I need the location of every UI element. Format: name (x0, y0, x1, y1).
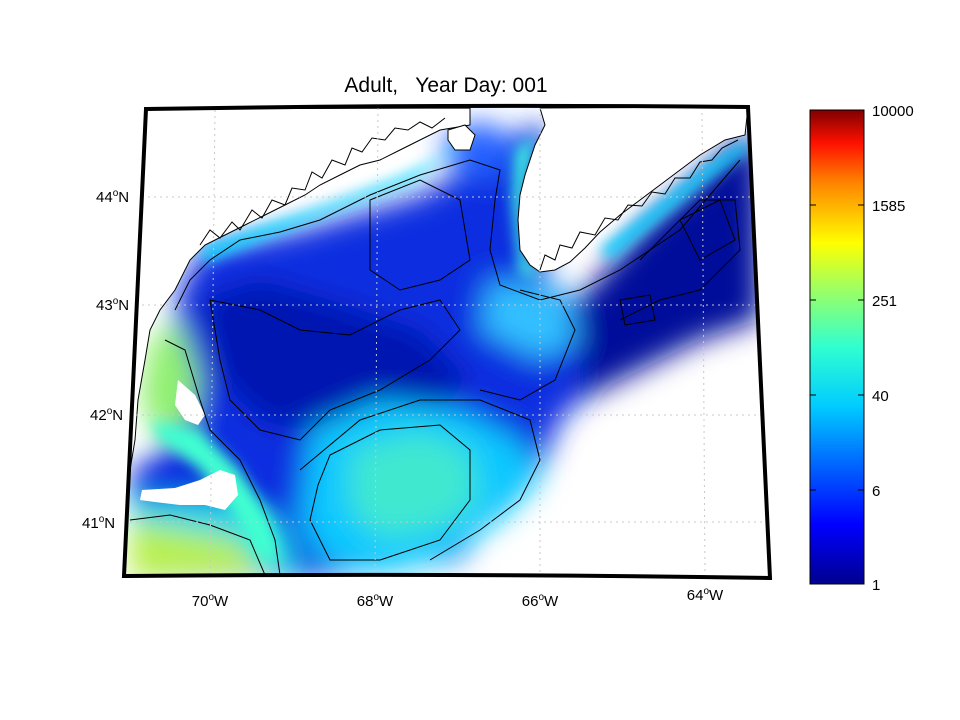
land (124, 106, 749, 510)
colorbar-tick-label: 6 (872, 483, 880, 500)
colorbar-tick-label: 40 (872, 388, 889, 405)
colorbar-ticks (810, 109, 864, 585)
bathymetry-contours (129, 159, 741, 576)
colorbar-tick-label: 1585 (872, 198, 905, 215)
lon-labels: 70oW 68oW 66oW 64oW (192, 586, 724, 610)
lon-label-64: 64oW (687, 586, 724, 604)
map-area (124, 105, 770, 578)
colorbar-tick-label: 251 (872, 293, 897, 310)
colorbar-tick-label: 10000 (872, 103, 914, 120)
lat-labels: 44oN 43oN 42oN 41oN (82, 188, 129, 532)
coastline (199, 117, 446, 246)
colorbar: 10000 1585 251 40 6 1 (809, 103, 914, 594)
lon-label-66: 66oW (522, 592, 559, 610)
colorbar-tick-label: 1 (872, 577, 880, 594)
coastline (539, 139, 739, 271)
colorbar-scale (809, 109, 865, 585)
lon-label-68: 68oW (357, 592, 394, 610)
lat-label-42: 42oN (90, 406, 123, 424)
lat-label-44: 44oN (96, 188, 129, 206)
graticule (124, 106, 770, 578)
plot-title: Adult, Year Day: 001 (344, 74, 547, 97)
lat-label-41: 41oN (82, 514, 115, 532)
lon-label-70: 70oW (192, 592, 229, 610)
lat-label-43: 43oN (96, 296, 129, 314)
map-frame (121, 103, 773, 581)
